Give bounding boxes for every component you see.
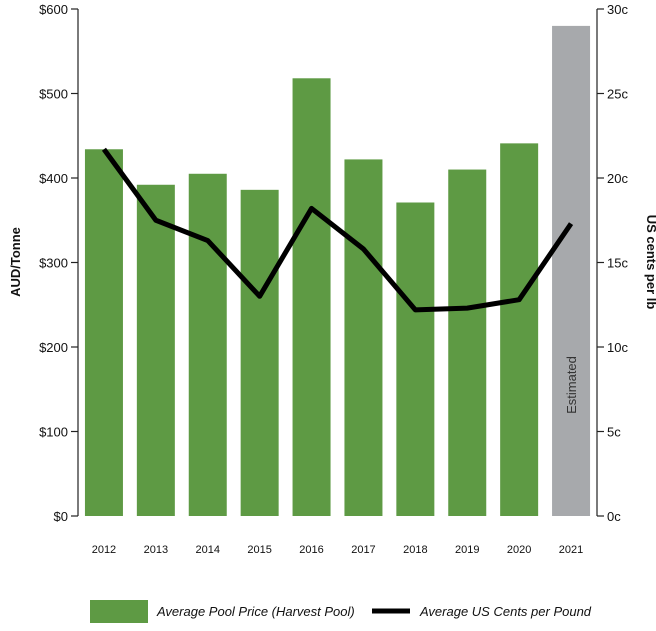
- left-axis-title: AUD/Tonne: [8, 227, 23, 297]
- x-tick-label-2015: 2015: [247, 544, 271, 556]
- x-tick-label-2017: 2017: [351, 544, 375, 556]
- legend-label-line: Average US Cents per Pound: [419, 604, 592, 619]
- x-tick-label-2016: 2016: [299, 544, 323, 556]
- x-tick-label-2013: 2013: [144, 544, 168, 556]
- legend-swatch-bar: [90, 600, 148, 623]
- left-tick-label: $200: [39, 340, 68, 355]
- bar-2019: [448, 170, 486, 516]
- left-tick-label: $600: [39, 2, 68, 17]
- left-tick-label: $0: [54, 509, 68, 524]
- annotation-estimated: Estimated: [564, 356, 579, 414]
- bar-2012: [85, 149, 123, 516]
- left-tick-label: $100: [39, 425, 68, 440]
- bar-2014: [189, 174, 227, 516]
- left-tick-label: $500: [39, 87, 68, 102]
- x-tick-label-2020: 2020: [507, 544, 531, 556]
- x-tick-label-2018: 2018: [403, 544, 427, 556]
- right-tick-label: 10c: [607, 340, 628, 355]
- bar-2016: [293, 78, 331, 516]
- ticks-layer: $0 $100 $200 $300 $400 $500 $600 0c 5c 10c 15c 20c 2…: [39, 2, 628, 556]
- bars-layer: [85, 26, 590, 516]
- x-tick-label-2014: 2014: [196, 544, 220, 556]
- right-tick-label: 30c: [607, 2, 628, 17]
- right-tick-label: 0c: [607, 509, 621, 524]
- right-tick-label: 15c: [607, 256, 628, 271]
- right-axis-title: US cents per lb: [644, 215, 656, 310]
- legend-label-bar: Average Pool Price (Harvest Pool): [156, 604, 355, 619]
- annotation-layer: Estimated: [564, 356, 579, 414]
- bar-2013: [137, 185, 175, 516]
- bar-2021: [552, 26, 590, 516]
- legend: Average Pool Price (Harvest Pool) Averag…: [90, 600, 592, 623]
- right-tick-label: 5c: [607, 425, 621, 440]
- x-tick-label-2012: 2012: [92, 544, 116, 556]
- bar-2020: [500, 143, 538, 516]
- x-tick-label-2021: 2021: [559, 544, 583, 556]
- left-tick-label: $300: [39, 256, 68, 271]
- x-tick-label-2019: 2019: [455, 544, 479, 556]
- right-tick-label: 25c: [607, 87, 628, 102]
- bar-2015: [241, 190, 279, 516]
- bar-2017: [344, 159, 382, 516]
- left-tick-label: $400: [39, 171, 68, 186]
- bar-2018: [396, 203, 434, 517]
- right-tick-label: 20c: [607, 171, 628, 186]
